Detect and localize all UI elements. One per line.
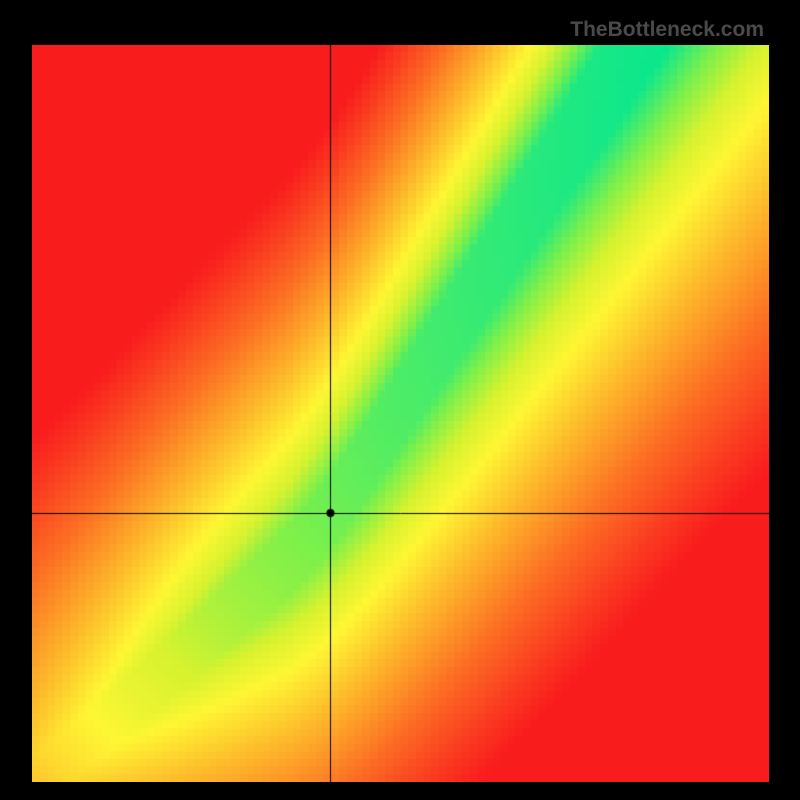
watermark-text: TheBottleneck.com bbox=[570, 18, 764, 42]
crosshair-overlay bbox=[32, 45, 769, 782]
chart-container: TheBottleneck.com bbox=[0, 0, 800, 800]
